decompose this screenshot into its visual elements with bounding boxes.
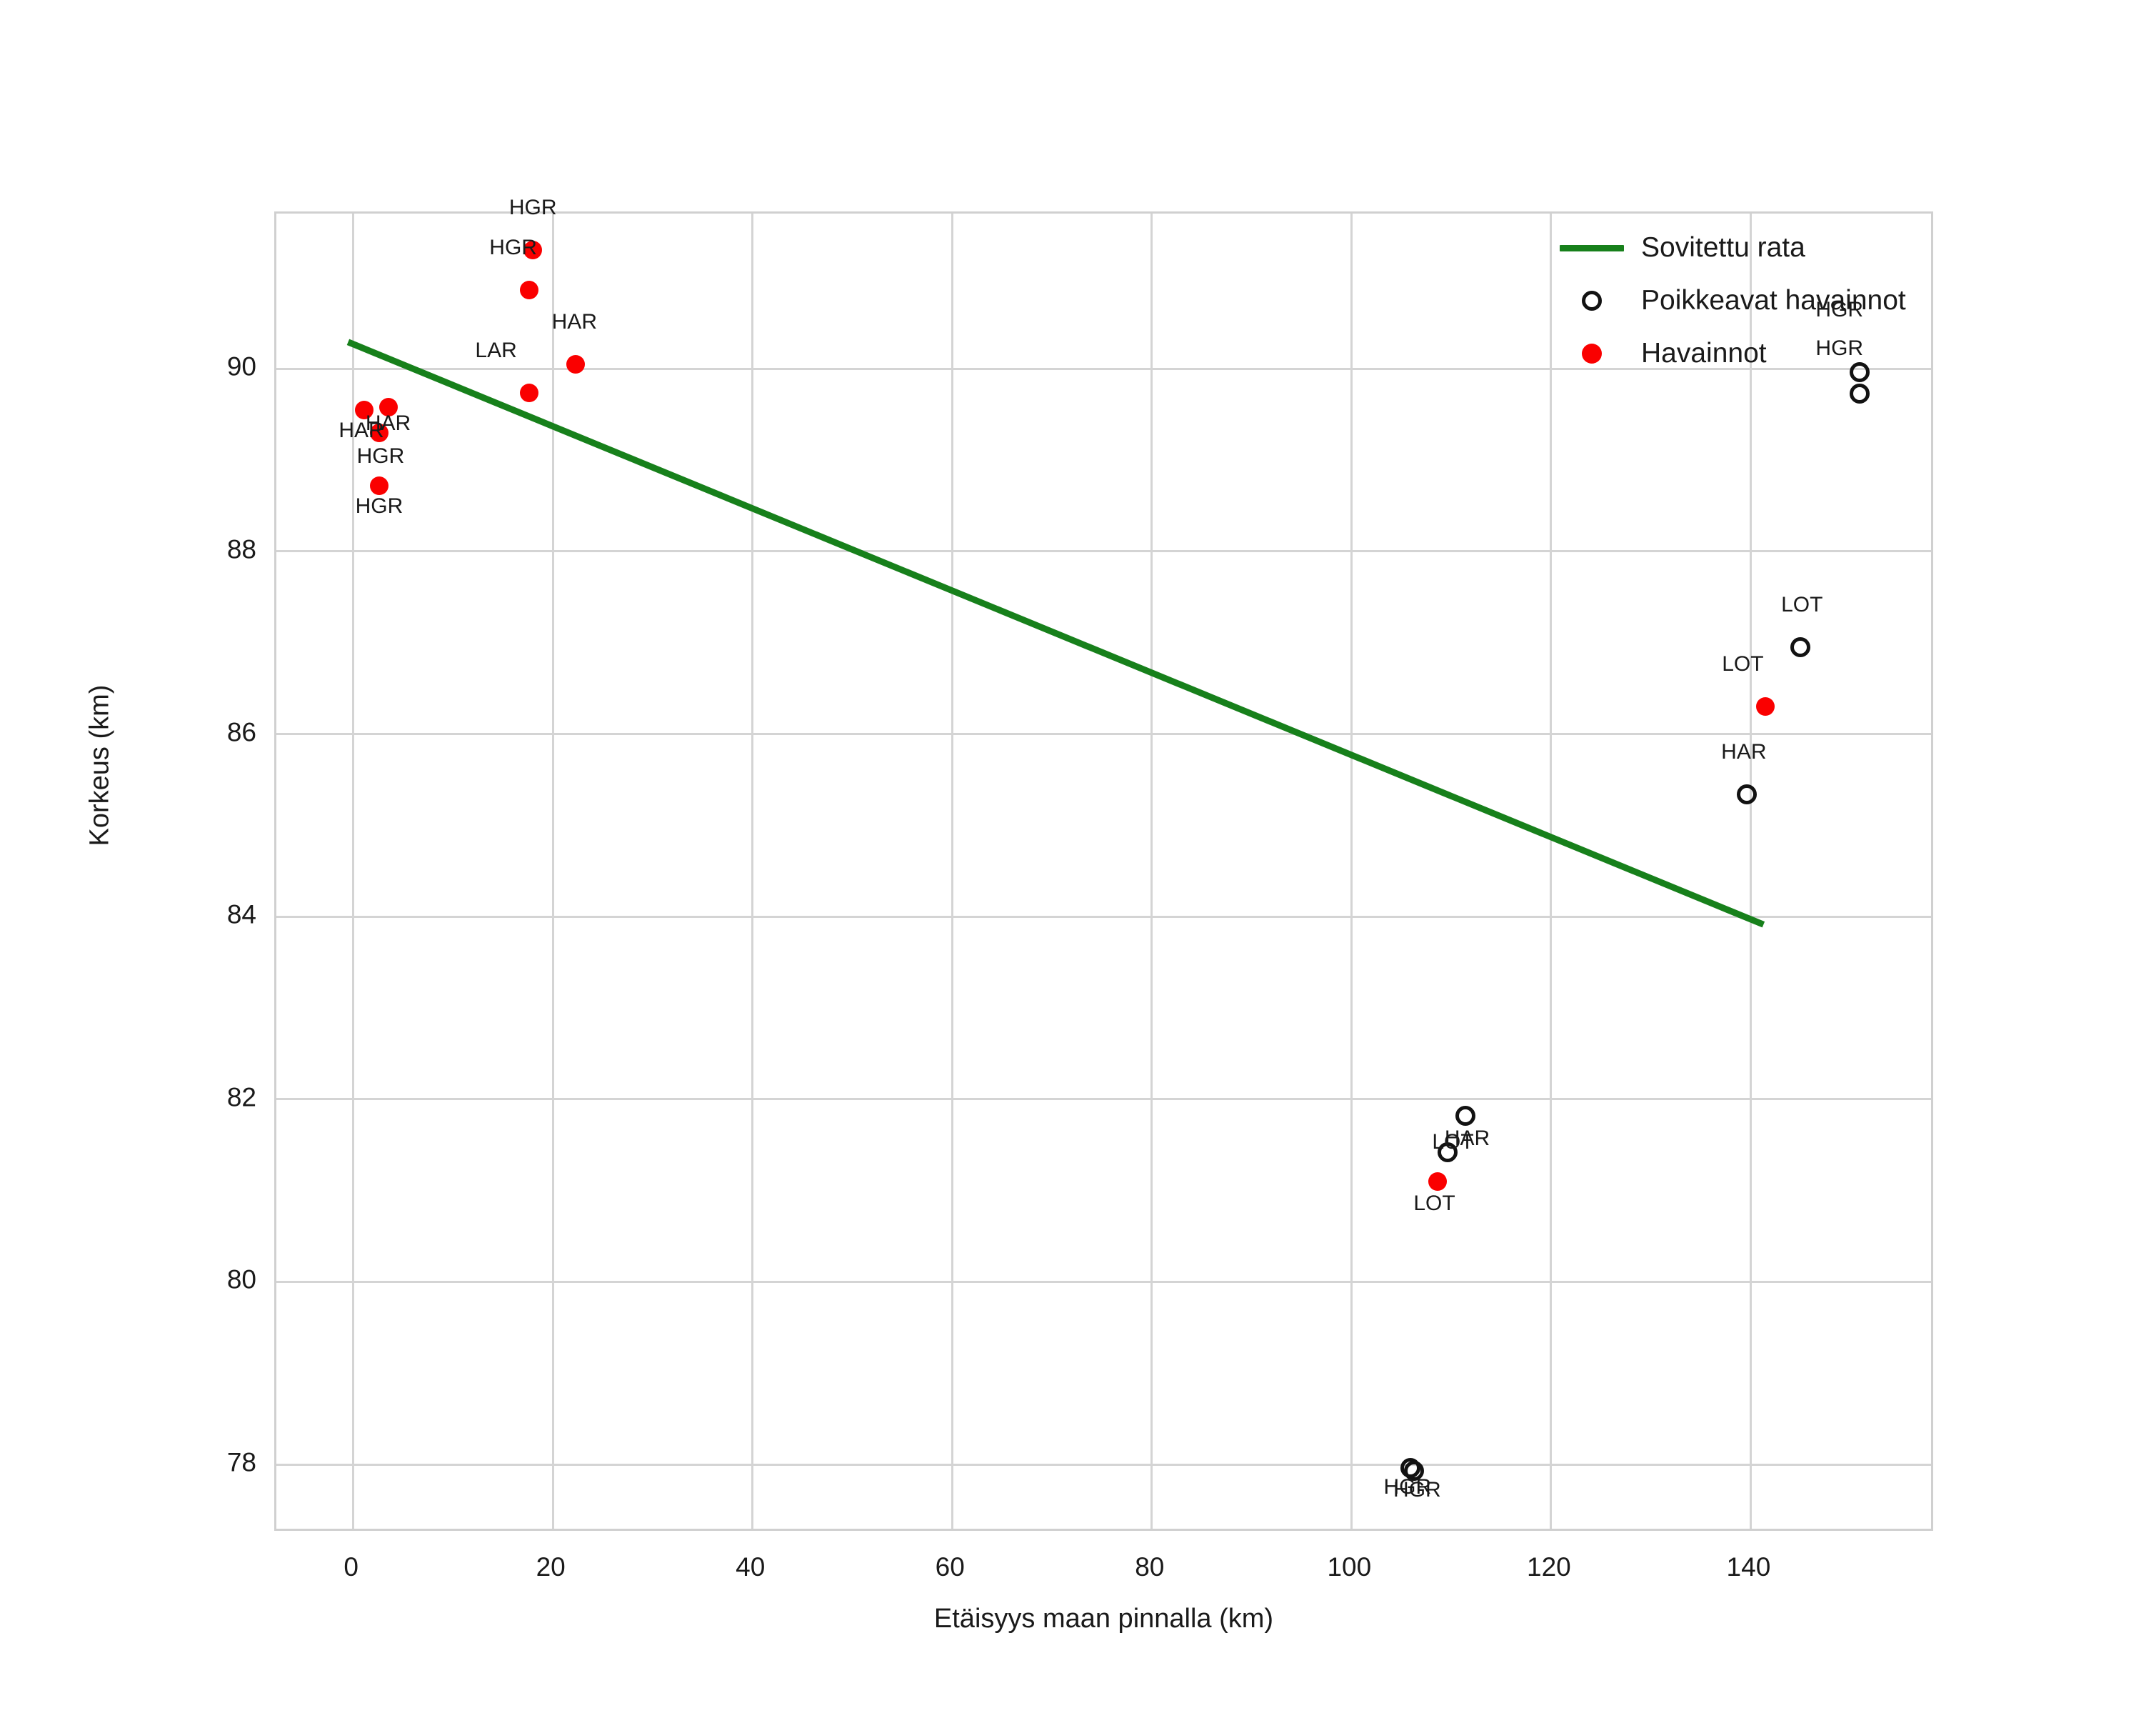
data-point-outlier — [1736, 784, 1757, 804]
legend-item-observations[interactable]: Havainnot — [1550, 338, 1906, 369]
point-label: LOT — [1413, 1191, 1455, 1215]
point-label: HGR — [356, 444, 405, 468]
point-label: HAR — [1721, 739, 1767, 764]
y-tick-label: 86 — [226, 717, 256, 747]
x-axis-label: Etäisyys maan pinnalla (km) — [933, 1604, 1274, 1634]
y-axis-label: Korkeus (km) — [84, 684, 115, 846]
point-label: HGR — [489, 236, 537, 260]
gridline-horizontal — [276, 1463, 1931, 1466]
point-label: HAR — [551, 309, 597, 334]
y-tick-label: 90 — [226, 351, 256, 381]
data-point-outlier — [1849, 383, 1870, 404]
point-label: HGR — [1815, 298, 1864, 322]
legend-item-fit-line[interactable]: Sovitettu rata — [1550, 232, 1906, 264]
data-point-observation — [519, 383, 538, 402]
gridline-vertical — [1749, 214, 1752, 1529]
data-point-observation — [369, 476, 388, 495]
filled-circle-swatch — [1550, 344, 1634, 364]
gridline-horizontal — [276, 1098, 1931, 1101]
gridline-vertical — [551, 214, 554, 1529]
x-tick-label: 100 — [1327, 1552, 1372, 1582]
y-tick-label: 88 — [226, 534, 256, 564]
data-point-observation — [1428, 1172, 1447, 1191]
gridline-horizontal — [276, 733, 1931, 736]
data-point-observation — [523, 241, 543, 260]
fit-line-swatch — [1550, 244, 1634, 251]
point-label: HAR — [1444, 1126, 1490, 1150]
legend-item-outliers[interactable]: Poikkeavat havainnot — [1550, 285, 1906, 316]
gridline-vertical — [1350, 214, 1353, 1529]
x-tick-label: 120 — [1527, 1552, 1571, 1582]
y-tick-label: 80 — [226, 1264, 256, 1294]
data-point-outlier — [1437, 1142, 1458, 1162]
point-label: LAR — [475, 338, 517, 362]
y-tick-label: 84 — [226, 899, 256, 929]
gridline-horizontal — [276, 915, 1931, 918]
x-tick-label: 80 — [1135, 1552, 1165, 1582]
point-label: HGR — [1815, 336, 1864, 360]
legend-label-outliers: Poikkeavat havainnot — [1641, 285, 1906, 316]
gridline-vertical — [1150, 214, 1153, 1529]
legend: Sovitettu rata Poikkeavat havainnot Hava… — [1550, 232, 1906, 369]
point-label: LOT — [1781, 593, 1823, 617]
point-label: HAR — [365, 411, 411, 435]
y-tick-label: 78 — [226, 1447, 256, 1477]
y-tick-label: 82 — [226, 1082, 256, 1112]
point-label: LOT — [1722, 652, 1764, 676]
point-label: HGR — [1383, 1475, 1432, 1499]
gridline-vertical — [751, 214, 754, 1529]
data-point-outlier — [1849, 362, 1870, 383]
gridline-horizontal — [276, 1280, 1931, 1283]
x-tick-label: 40 — [736, 1552, 766, 1582]
gridline-vertical — [951, 214, 953, 1529]
gridline-horizontal — [276, 550, 1931, 553]
x-tick-label: 60 — [935, 1552, 965, 1582]
gridline-vertical — [352, 214, 355, 1529]
point-label: LOT — [1432, 1129, 1474, 1154]
point-label: HGR — [355, 494, 403, 518]
data-point-observation — [566, 354, 586, 374]
point-label: HGR — [508, 196, 557, 220]
data-point-outlier — [1404, 1461, 1425, 1482]
point-label: HGR — [1393, 1478, 1441, 1502]
gridline-vertical — [1550, 214, 1553, 1529]
legend-label-observations: Havainnot — [1641, 338, 1767, 369]
plot-area: HGR HGR HAR LAR HAR HAR HGR HGR LOT LOT LOT HGR HGR L… — [274, 197, 1933, 1531]
x-tick-label: 0 — [344, 1552, 359, 1582]
data-point-outlier — [1455, 1105, 1475, 1126]
data-point-outlier — [1790, 637, 1811, 658]
data-point-observation — [519, 281, 538, 300]
open-circle-swatch — [1550, 291, 1634, 311]
x-tick-label: 20 — [536, 1552, 566, 1582]
x-tick-label: 140 — [1726, 1552, 1771, 1582]
data-point-observation — [1756, 697, 1775, 716]
legend-label-fit-line: Sovitettu rata — [1641, 232, 1805, 263]
